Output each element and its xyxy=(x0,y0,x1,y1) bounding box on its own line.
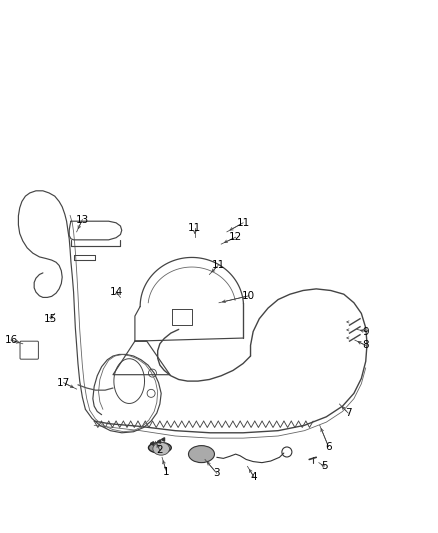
Ellipse shape xyxy=(153,442,170,455)
Text: 10: 10 xyxy=(242,291,255,301)
Text: 14: 14 xyxy=(110,287,123,297)
Ellipse shape xyxy=(188,446,215,463)
Text: 12: 12 xyxy=(229,232,242,242)
Text: 13: 13 xyxy=(76,215,89,224)
Text: 11: 11 xyxy=(237,218,250,228)
Text: 7: 7 xyxy=(345,408,352,418)
Text: 1: 1 xyxy=(163,467,170,477)
Text: 5: 5 xyxy=(321,462,328,471)
Text: 9: 9 xyxy=(362,327,369,336)
Ellipse shape xyxy=(148,442,171,453)
Text: 11: 11 xyxy=(212,261,225,270)
Text: 6: 6 xyxy=(325,442,332,451)
Text: 17: 17 xyxy=(57,378,70,387)
Text: 16: 16 xyxy=(4,335,18,345)
Text: 11: 11 xyxy=(188,223,201,233)
Text: 15: 15 xyxy=(44,314,57,324)
Text: 4: 4 xyxy=(251,472,258,482)
Text: 8: 8 xyxy=(362,341,369,350)
Text: 2: 2 xyxy=(156,446,163,455)
Text: 3: 3 xyxy=(213,469,220,478)
